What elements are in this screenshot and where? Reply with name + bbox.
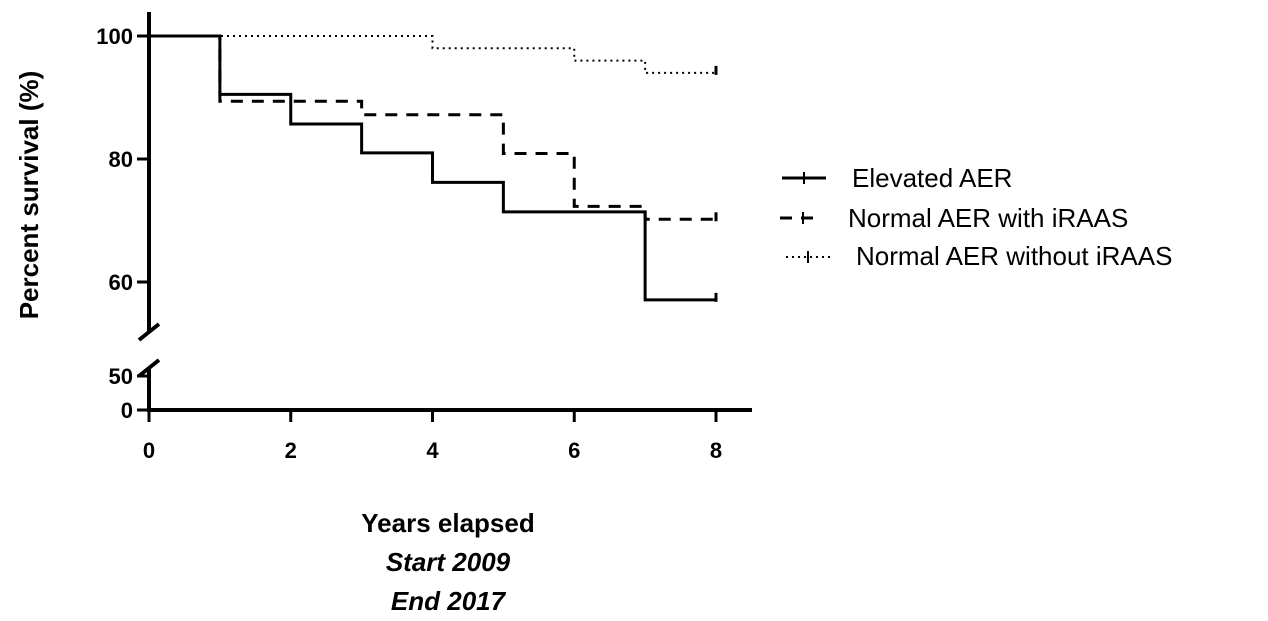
legend-item-normal-aer-with-iraas: Normal AER with iRAAS [780,203,1128,233]
legend-label: Elevated AER [852,163,1012,193]
legend-item-elevated-aer: Elevated AER [782,163,1012,193]
x-tick-label: 6 [568,438,580,463]
x-tick-label: 8 [710,438,722,463]
legend-label: Normal AER with iRAAS [848,203,1128,233]
x-tick-label: 4 [426,438,439,463]
y-axis-break-mark-upper [137,322,161,342]
x-axis-title: Years elapsed [361,508,534,538]
legend-label: Normal AER without iRAAS [856,241,1172,271]
y-tick-label: 80 [109,147,133,172]
labels-layer: Percent survival (%) Years elapsed Start… [14,71,535,616]
y-tick-label: 0 [121,398,133,423]
legend-item-normal-aer-without-iraas: Normal AER without iRAAS [786,241,1172,271]
y-axis-break-mark-lower [137,358,161,378]
y-tick-label: 50 [109,364,133,389]
x-axis-subtitle-end: End 2017 [391,586,507,616]
y-axis-title: Percent survival (%) [14,71,44,320]
legend: Elevated AER Normal AER with iRAAS Norma… [780,163,1172,271]
series-line-normal-aer-with-iraas [149,34,716,221]
y-tick-label: 100 [96,24,133,49]
series-line-elevated-aer [149,34,716,302]
x-axis-subtitle-start: Start 2009 [386,547,511,577]
y-tick-label: 60 [109,270,133,295]
x-tick-label: 2 [285,438,297,463]
series-line-normal-aer-without-iraas [149,35,716,74]
x-tick-label: 0 [143,438,155,463]
axes: 0 2 4 6 8 60 80 100 0 50 [96,12,752,463]
series-layer [149,34,718,302]
